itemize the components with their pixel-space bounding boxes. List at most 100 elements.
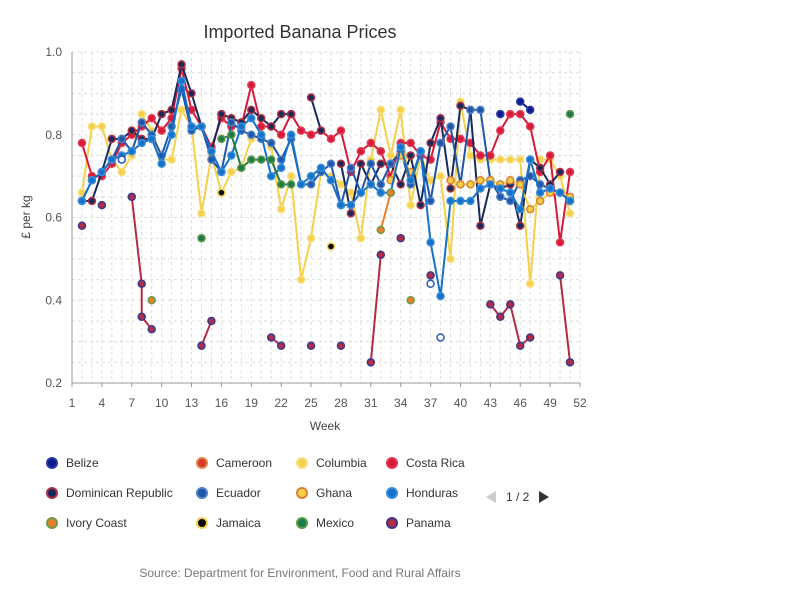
data-point-mexico[interactable] (197, 233, 206, 243)
data-point-panama[interactable] (565, 358, 575, 367)
data-point-panama[interactable] (266, 333, 276, 342)
data-point-honduras[interactable] (247, 113, 256, 123)
data-point-honduras[interactable] (187, 122, 196, 131)
data-point-ghana[interactable] (525, 204, 535, 214)
data-point-panama[interactable] (276, 341, 286, 351)
data-point-costa-rica[interactable] (326, 134, 336, 144)
data-point-dominican-republic[interactable] (535, 163, 545, 173)
previous-page-icon[interactable] (486, 491, 496, 503)
data-point-dominican-republic[interactable] (456, 101, 465, 111)
data-point-panama[interactable] (486, 300, 495, 309)
data-point-ghana[interactable] (476, 176, 485, 185)
data-point-dominican-republic[interactable] (87, 196, 97, 206)
data-point-costa-rica[interactable] (157, 126, 166, 135)
data-point-columbia[interactable] (466, 151, 475, 160)
data-point-dominican-republic[interactable] (107, 134, 117, 144)
data-point-ecuador[interactable] (496, 192, 505, 202)
data-point-columbia[interactable] (87, 122, 97, 131)
data-point-honduras[interactable] (137, 138, 146, 148)
data-point-mexico[interactable] (565, 109, 575, 119)
data-point-belize[interactable] (515, 97, 525, 106)
data-point-honduras[interactable] (276, 163, 286, 173)
data-point-honduras[interactable] (466, 196, 475, 206)
data-point-ghana[interactable] (466, 180, 475, 189)
data-point-honduras[interactable] (257, 130, 266, 139)
data-point-honduras[interactable] (486, 180, 495, 189)
data-point-costa-rica[interactable] (306, 130, 316, 139)
data-point-columbia[interactable] (515, 155, 525, 164)
data-point-honduras[interactable] (366, 180, 376, 189)
data-point-columbia[interactable] (396, 105, 405, 115)
data-point-panama[interactable] (197, 341, 206, 351)
legend-item-columbia[interactable]: Columbia (296, 456, 367, 470)
data-point-columbia[interactable] (227, 167, 236, 177)
data-point-dominican-republic[interactable] (555, 167, 565, 177)
data-point-dominican-republic[interactable] (476, 221, 485, 231)
data-point-dominican-republic[interactable] (426, 138, 435, 148)
data-point-columbia[interactable] (376, 105, 386, 115)
data-point-columbia[interactable] (525, 279, 535, 288)
data-point-costa-rica[interactable] (376, 147, 386, 156)
legend-item-ivory-coast[interactable]: Ivory Coast (46, 516, 127, 530)
data-point-columbia[interactable] (167, 155, 176, 164)
data-point-mexico[interactable] (227, 130, 236, 139)
data-point-columbia[interactable] (386, 151, 395, 160)
data-point-panama[interactable] (306, 341, 316, 351)
data-point-columbia[interactable] (336, 180, 346, 189)
data-point-panama[interactable] (376, 250, 386, 259)
data-point-honduras[interactable] (217, 167, 226, 177)
data-point-costa-rica[interactable] (336, 126, 346, 135)
legend-item-jamaica[interactable]: Jamaica (196, 516, 261, 530)
data-point-mexico[interactable] (276, 180, 286, 189)
legend-item-honduras[interactable]: Honduras (386, 486, 458, 500)
data-point-costa-rica[interactable] (77, 138, 87, 148)
data-point-honduras[interactable] (456, 196, 465, 206)
data-point-unlisted-1[interactable] (117, 155, 127, 164)
data-point-columbia[interactable] (565, 209, 575, 218)
data-point-mexico[interactable] (237, 163, 246, 173)
data-point-honduras[interactable] (396, 142, 405, 152)
data-point-costa-rica[interactable] (525, 122, 535, 131)
data-point-ecuador[interactable] (266, 138, 276, 148)
next-page-icon[interactable] (539, 491, 550, 503)
data-point-mexico[interactable] (257, 155, 266, 164)
data-point-ecuador[interactable] (366, 159, 376, 168)
data-point-mexico[interactable] (286, 180, 296, 189)
data-point-dominican-republic[interactable] (247, 105, 256, 115)
data-point-honduras[interactable] (237, 122, 246, 131)
data-point-costa-rica[interactable] (565, 167, 575, 177)
data-point-ecuador[interactable] (426, 196, 435, 206)
data-point-costa-rica[interactable] (456, 134, 465, 144)
data-point-costa-rica[interactable] (247, 80, 256, 90)
data-point-honduras[interactable] (316, 163, 326, 173)
data-point-panama[interactable] (396, 233, 405, 243)
data-point-panama[interactable] (77, 221, 87, 231)
data-point-panama[interactable] (555, 271, 565, 280)
data-point-honduras[interactable] (147, 134, 156, 144)
data-point-belize[interactable] (525, 105, 535, 115)
data-point-dominican-republic[interactable] (396, 180, 405, 189)
data-point-dominican-republic[interactable] (177, 60, 186, 69)
legend-item-panama[interactable]: Panama (386, 516, 451, 530)
data-point-panama[interactable] (525, 333, 535, 342)
data-point-dominican-republic[interactable] (266, 122, 276, 131)
data-point-columbia[interactable] (356, 233, 366, 243)
data-point-mexico[interactable] (247, 155, 256, 164)
data-point-unlisted-1[interactable] (436, 333, 445, 342)
data-point-honduras[interactable] (506, 188, 515, 197)
data-point-honduras[interactable] (227, 151, 236, 160)
data-point-columbia[interactable] (286, 171, 296, 181)
data-point-columbia[interactable] (117, 167, 127, 177)
data-point-columbia[interactable] (446, 254, 455, 264)
data-point-panama[interactable] (147, 324, 156, 334)
data-point-panama[interactable] (207, 316, 216, 326)
data-point-columbia[interactable] (276, 204, 286, 214)
data-point-ghana[interactable] (515, 180, 525, 189)
data-point-honduras[interactable] (406, 176, 415, 185)
data-point-columbia[interactable] (177, 105, 186, 115)
data-point-honduras[interactable] (326, 176, 336, 185)
data-point-panama[interactable] (366, 358, 376, 367)
data-point-costa-rica[interactable] (356, 147, 366, 156)
data-point-ecuador[interactable] (466, 105, 475, 115)
data-point-ghana[interactable] (506, 176, 515, 185)
